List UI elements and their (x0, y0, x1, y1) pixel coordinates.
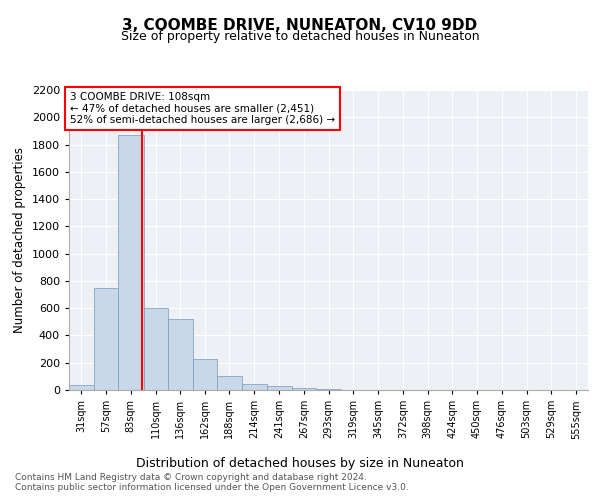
Text: Contains public sector information licensed under the Open Government Licence v3: Contains public sector information licen… (15, 484, 409, 492)
Bar (118, 135, 143, 390)
Text: Contains HM Land Registry data © Crown copyright and database right 2024.: Contains HM Land Registry data © Crown c… (15, 472, 367, 482)
Text: Size of property relative to detached houses in Nuneaton: Size of property relative to detached ho… (121, 30, 479, 43)
Bar (193, 358, 217, 390)
Bar (242, 384, 267, 390)
Bar (292, 388, 316, 390)
Bar (69, 384, 94, 390)
Bar (143, 308, 168, 390)
Bar (217, 376, 242, 390)
Bar (168, 319, 193, 390)
Text: 3, COOMBE DRIVE, NUNEATON, CV10 9DD: 3, COOMBE DRIVE, NUNEATON, CV10 9DD (122, 18, 478, 32)
Y-axis label: Number of detached properties: Number of detached properties (13, 147, 26, 333)
Text: 3 COOMBE DRIVE: 108sqm
← 47% of detached houses are smaller (2,451)
52% of semi-: 3 COOMBE DRIVE: 108sqm ← 47% of detached… (70, 92, 335, 125)
Bar (267, 386, 292, 390)
Bar (94, 288, 118, 390)
Text: Distribution of detached houses by size in Nuneaton: Distribution of detached houses by size … (136, 458, 464, 470)
